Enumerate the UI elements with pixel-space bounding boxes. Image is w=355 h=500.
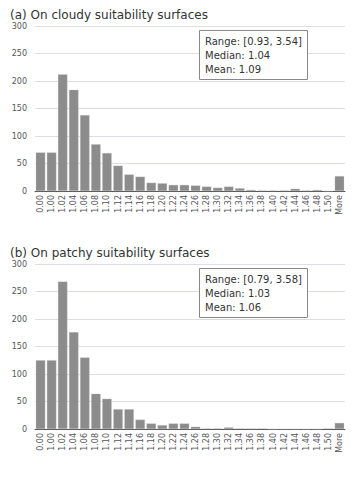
svg-text:300: 300 <box>12 260 27 269</box>
svg-text:1.26: 1.26 <box>191 195 200 213</box>
svg-text:1.24: 1.24 <box>180 195 189 213</box>
svg-text:1.32: 1.32 <box>224 195 233 213</box>
svg-text:1.18: 1.18 <box>147 433 156 451</box>
svg-text:1.08: 1.08 <box>91 433 100 451</box>
svg-text:1.40: 1.40 <box>269 195 278 213</box>
svg-text:More: More <box>335 433 344 453</box>
svg-text:1.28: 1.28 <box>202 195 211 213</box>
svg-text:0.00: 0.00 <box>36 433 45 451</box>
svg-text:1.16: 1.16 <box>136 195 145 213</box>
svg-text:1.32: 1.32 <box>224 433 233 451</box>
svg-text:100: 100 <box>12 132 27 141</box>
svg-text:250: 250 <box>12 49 27 58</box>
svg-text:0: 0 <box>22 187 27 196</box>
svg-text:1.36: 1.36 <box>246 433 255 451</box>
svg-text:Mean: 1.09: Mean: 1.09 <box>205 64 261 75</box>
svg-text:Range: [0.79, 3.58]: Range: [0.79, 3.58] <box>205 274 302 285</box>
svg-text:1.30: 1.30 <box>213 433 222 451</box>
svg-text:0: 0 <box>22 425 27 434</box>
svg-text:1.10: 1.10 <box>102 433 111 451</box>
svg-text:1.02: 1.02 <box>58 195 67 213</box>
svg-text:0.00: 0.00 <box>36 195 45 213</box>
svg-text:Median: 1.04: Median: 1.04 <box>205 50 270 61</box>
svg-text:1.46: 1.46 <box>302 195 311 213</box>
svg-text:1.44: 1.44 <box>291 195 300 213</box>
svg-text:150: 150 <box>12 342 27 351</box>
svg-text:1.04: 1.04 <box>69 433 78 451</box>
svg-text:Range: [0.93, 3.54]: Range: [0.93, 3.54] <box>205 36 302 47</box>
svg-text:1.10: 1.10 <box>102 195 111 213</box>
svg-text:1.42: 1.42 <box>280 195 289 213</box>
svg-text:1.12: 1.12 <box>114 195 123 213</box>
svg-text:1.00: 1.00 <box>47 195 56 213</box>
svg-text:250: 250 <box>12 287 27 296</box>
svg-text:Median: 1.03: Median: 1.03 <box>205 288 270 299</box>
svg-text:1.24: 1.24 <box>180 433 189 451</box>
svg-text:1.50: 1.50 <box>324 195 333 213</box>
svg-text:(a) On cloudy suitability surf: (a) On cloudy suitability surfaces <box>10 8 208 22</box>
svg-text:1.22: 1.22 <box>169 195 178 213</box>
svg-text:1.42: 1.42 <box>280 433 289 451</box>
svg-text:1.30: 1.30 <box>213 195 222 213</box>
svg-text:1.20: 1.20 <box>158 195 167 213</box>
svg-text:200: 200 <box>12 77 27 86</box>
svg-text:50: 50 <box>17 397 27 406</box>
svg-text:1.04: 1.04 <box>69 195 78 213</box>
svg-text:1.38: 1.38 <box>257 433 266 451</box>
svg-text:1.18: 1.18 <box>147 195 156 213</box>
svg-text:1.14: 1.14 <box>125 195 134 213</box>
svg-text:1.02: 1.02 <box>58 433 67 451</box>
svg-text:1.26: 1.26 <box>191 433 200 451</box>
svg-text:200: 200 <box>12 315 27 324</box>
svg-text:1.44: 1.44 <box>291 433 300 451</box>
svg-text:1.34: 1.34 <box>235 433 244 451</box>
svg-text:100: 100 <box>12 370 27 379</box>
svg-text:1.46: 1.46 <box>302 433 311 451</box>
svg-text:1.48: 1.48 <box>313 433 322 451</box>
svg-text:1.08: 1.08 <box>91 195 100 213</box>
svg-text:1.20: 1.20 <box>158 433 167 451</box>
svg-text:(b) On patchy suitability surf: (b) On patchy suitability surfaces <box>10 246 210 260</box>
svg-text:1.48: 1.48 <box>313 195 322 213</box>
svg-text:1.16: 1.16 <box>136 433 145 451</box>
svg-text:1.22: 1.22 <box>169 433 178 451</box>
svg-text:1.36: 1.36 <box>246 195 255 213</box>
svg-text:1.28: 1.28 <box>202 433 211 451</box>
svg-text:Mean: 1.06: Mean: 1.06 <box>205 302 261 313</box>
svg-text:1.06: 1.06 <box>80 433 89 451</box>
svg-text:300: 300 <box>12 22 27 31</box>
svg-text:1.06: 1.06 <box>80 195 89 213</box>
svg-text:More: More <box>335 195 344 215</box>
svg-text:50: 50 <box>17 159 27 168</box>
svg-text:1.14: 1.14 <box>125 433 134 451</box>
svg-text:1.40: 1.40 <box>269 433 278 451</box>
svg-text:150: 150 <box>12 104 27 113</box>
svg-text:1.34: 1.34 <box>235 195 244 213</box>
svg-text:1.50: 1.50 <box>324 433 333 451</box>
svg-text:1.38: 1.38 <box>257 195 266 213</box>
svg-text:1.12: 1.12 <box>114 433 123 451</box>
svg-text:1.00: 1.00 <box>47 433 56 451</box>
